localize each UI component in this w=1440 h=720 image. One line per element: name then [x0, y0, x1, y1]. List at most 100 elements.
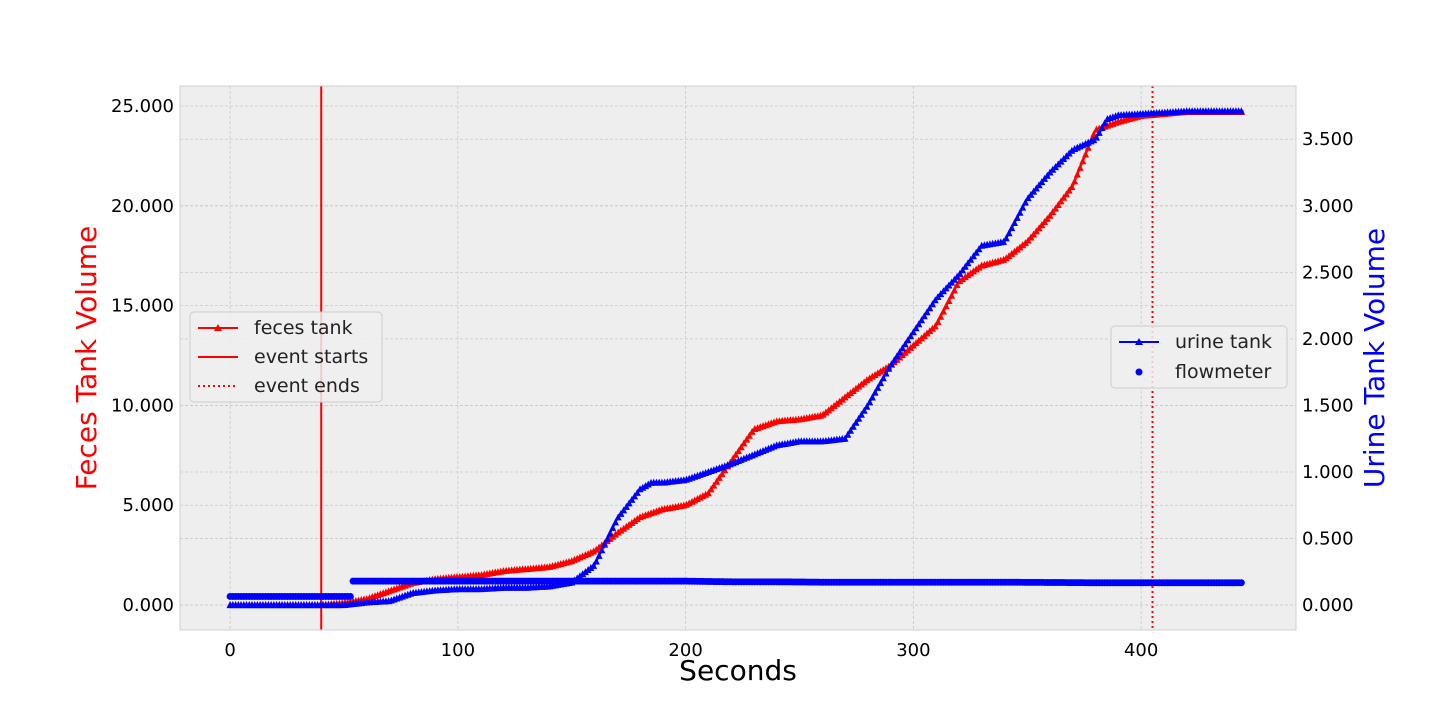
series-flowmeter	[226, 577, 1245, 600]
data-point	[614, 513, 622, 521]
data-point	[860, 406, 868, 414]
data-point	[896, 348, 904, 356]
legend-right: urine tank flowmeter	[1110, 325, 1288, 389]
data-point	[879, 374, 887, 382]
data-point	[877, 379, 885, 387]
data-point	[737, 443, 745, 451]
data-point	[953, 281, 961, 289]
y-tick-label-right: 0.500	[1302, 529, 1354, 550]
data-point	[929, 300, 937, 308]
data-point	[852, 418, 860, 426]
data-point	[959, 275, 967, 283]
data-point	[713, 477, 721, 485]
data-point	[598, 546, 606, 554]
data-point	[590, 561, 598, 569]
data-point	[959, 266, 967, 274]
data-point	[975, 245, 983, 253]
y-axis-title-left: Feces Tank Volume	[70, 226, 103, 491]
data-point	[1016, 208, 1024, 216]
data-point	[633, 488, 641, 496]
data-point	[1062, 190, 1070, 198]
data-point	[964, 271, 972, 279]
data-point	[893, 352, 901, 360]
data-point	[1046, 211, 1054, 219]
data-point	[942, 302, 950, 310]
legend-event-starts-label: event starts	[254, 346, 368, 368]
x-tick-label: 200	[668, 640, 702, 661]
series-urine-tank	[226, 107, 1245, 609]
data-point	[628, 518, 636, 526]
data-point	[1071, 177, 1079, 185]
data-point	[844, 430, 852, 438]
data-point	[1008, 224, 1016, 232]
data-point	[972, 248, 980, 256]
data-point	[1073, 170, 1081, 178]
legend-urine-tank-marker	[1135, 338, 1143, 345]
data-point	[863, 376, 871, 384]
plot-border	[179, 85, 1297, 631]
data-point	[961, 273, 969, 281]
data-point	[614, 528, 622, 536]
legend-event-ends-label: event ends	[254, 375, 360, 397]
data-point	[595, 551, 603, 559]
data-point	[874, 383, 882, 391]
data-point	[718, 470, 726, 478]
data-point	[948, 291, 956, 299]
data-point	[969, 252, 977, 260]
data-point	[857, 410, 865, 418]
data-point	[1000, 237, 1008, 245]
y-tick-label-right: 3.000	[1302, 196, 1354, 217]
y-axis-title-right: Urine Tank Volume	[1358, 228, 1391, 488]
y-tick-label-right: 2.500	[1302, 262, 1354, 283]
data-point	[715, 473, 723, 481]
data-point	[732, 450, 740, 458]
data-point	[890, 356, 898, 364]
y-tick-label-left: 20.000	[111, 196, 174, 217]
data-point	[912, 324, 920, 332]
data-point	[1049, 208, 1057, 216]
data-point	[972, 265, 980, 273]
data-point	[745, 431, 753, 439]
data-point	[620, 524, 628, 532]
data-point	[901, 340, 909, 348]
data-point	[622, 522, 630, 530]
data-point	[601, 540, 609, 548]
x-tick-label: 100	[441, 640, 475, 661]
data-point	[950, 286, 958, 294]
legend-urine-tank-label: urine tank	[1175, 331, 1272, 353]
data-point	[918, 316, 926, 324]
data-point	[710, 481, 718, 489]
data-point	[1060, 193, 1068, 201]
data-point	[866, 398, 874, 406]
data-point	[937, 312, 945, 320]
data-point	[1002, 234, 1010, 242]
data-point	[1005, 229, 1013, 237]
data-point	[907, 332, 915, 340]
x-axis-title: Seconds	[679, 654, 797, 687]
legend-feces-tank-marker	[214, 324, 222, 331]
data-point	[885, 364, 893, 372]
data-point	[956, 269, 964, 277]
data-point	[863, 402, 871, 410]
data-point	[740, 439, 748, 447]
data-point	[915, 320, 923, 328]
data-point	[1057, 197, 1065, 205]
data-point	[945, 296, 953, 304]
data-point	[1068, 183, 1076, 191]
data-point	[939, 307, 947, 315]
y-tick-label-left: 25.000	[111, 96, 174, 117]
data-point	[625, 499, 633, 507]
data-point	[956, 277, 964, 285]
data-point	[961, 262, 969, 270]
data-point	[633, 515, 641, 523]
data-point	[1021, 198, 1029, 206]
data-point	[841, 434, 849, 442]
legend-feces-tank-label: feces tank	[254, 317, 353, 339]
series-layer	[226, 107, 1245, 609]
data-point	[888, 360, 896, 368]
data-point	[975, 263, 983, 271]
y-tick-label-right: 0.000	[1302, 595, 1354, 616]
data-point	[1095, 128, 1103, 136]
data-point	[964, 259, 972, 267]
